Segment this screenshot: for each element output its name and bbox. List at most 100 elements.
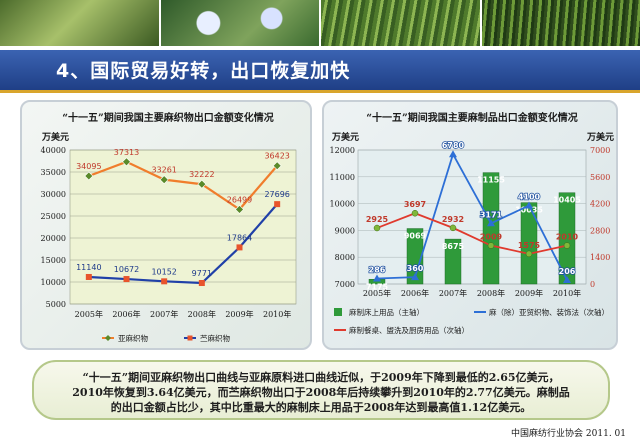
data-label: 3171 [480, 210, 503, 219]
bar [482, 172, 500, 285]
series-marker [161, 278, 168, 285]
series-line-0 [88, 160, 278, 211]
y-tick-label: 8000 [335, 253, 355, 262]
series-marker [411, 273, 419, 281]
hemp-field-photo [481, 0, 640, 46]
data-label: 34095 [76, 162, 101, 171]
y2-axis-unit: 万美元 [586, 131, 614, 143]
series-marker [487, 219, 495, 227]
x-tick-label: 2008年 [477, 288, 505, 298]
series-marker [373, 224, 381, 232]
series-marker [123, 276, 130, 283]
bar-label: 10405 [553, 196, 581, 205]
series-marker [197, 179, 207, 189]
data-label: 10152 [151, 267, 176, 276]
data-label: 27696 [264, 190, 289, 199]
series-marker [487, 242, 495, 249]
y-tick-label: 35000 [41, 168, 66, 177]
flax-field-photo [321, 0, 482, 46]
legend-label: 麻制床上用品（主轴） [349, 307, 424, 317]
summary-note: “十一五”期间亚麻织物出口曲线与亚麻原料进口曲线近似，于2009年下降到最低的2… [32, 360, 610, 420]
series-line-1 [376, 151, 568, 281]
y-tick-label: 7000 [335, 280, 355, 289]
data-label: 17864 [227, 233, 252, 242]
x-tick-label: 2006年 [112, 309, 140, 319]
slide-title: 4、国际贸易好转，出口恢复加快 [56, 60, 351, 82]
plot-area [69, 149, 297, 305]
y2-tick-label: 5600 [590, 173, 610, 182]
x-tick-label: 2005年 [75, 309, 103, 319]
title-accent-line [0, 90, 640, 93]
y-tick-label: 40000 [41, 146, 66, 155]
y-tick-label: 30000 [41, 190, 66, 199]
data-label: 10672 [114, 265, 139, 274]
data-label: 33261 [151, 166, 176, 175]
series-marker [525, 201, 533, 209]
plot-area [357, 149, 587, 285]
data-label: 2009 [480, 233, 503, 242]
y-tick-label: 10000 [41, 278, 66, 287]
x-tick-label: 2007年 [150, 309, 178, 319]
series-marker [411, 209, 419, 217]
data-label: 11140 [76, 263, 101, 272]
x-tick-label: 2010年 [553, 288, 581, 298]
bar [558, 192, 576, 285]
y2-tick-label: 7000 [590, 146, 610, 155]
legend-swatch [334, 308, 342, 316]
y2-tick-label: 4200 [590, 200, 610, 209]
series-marker [84, 171, 94, 181]
y-tick-label: 25000 [41, 212, 66, 221]
series-marker [122, 157, 131, 167]
data-label: 32222 [189, 170, 214, 179]
y-tick-label: 12000 [330, 146, 355, 155]
series-marker [449, 150, 457, 158]
x-tick-label: 2009年 [225, 309, 253, 319]
y2-tick-label: 1400 [590, 253, 610, 262]
x-tick-label: 2010年 [263, 309, 291, 319]
series-marker [563, 242, 571, 249]
legend-label: 麻（除）亚贸织物、装饰法（次轴） [489, 307, 609, 317]
flax-leaf-photo [0, 0, 161, 46]
y-tick-label: 15000 [41, 256, 66, 265]
y-axis-unit: 万美元 [331, 131, 359, 143]
data-label: 1575 [518, 241, 541, 250]
legend-marker [105, 335, 111, 341]
series-marker [525, 250, 533, 258]
bar-label: 8675 [442, 242, 465, 251]
legend-marker [187, 335, 193, 341]
data-label: 2925 [366, 215, 389, 224]
data-label: 26499 [227, 195, 252, 204]
summary-line-2: 2010年恢复到3.64亿美元，而苎麻织物出口于2008年后持续攀升到2010年… [72, 386, 570, 399]
data-label: 2932 [442, 215, 464, 224]
x-tick-label: 2006年 [401, 288, 429, 298]
series-marker [236, 244, 243, 251]
x-tick-label: 2008年 [188, 309, 216, 319]
data-label: 206 [559, 267, 576, 276]
legend-label: 亚麻织物 [118, 333, 148, 343]
bar [406, 228, 424, 285]
y-tick-label: 9000 [335, 226, 355, 235]
bar-label: 9069 [404, 232, 427, 241]
summary-line-3: 的出口金额占比少，其中比重最大的麻制床上用品于2008年达到最高值1.12亿美元… [110, 401, 532, 414]
data-label: 6780 [442, 141, 465, 150]
series-marker [563, 276, 571, 284]
bar-label: 10035 [515, 206, 543, 215]
series-marker [272, 161, 282, 171]
bar [444, 238, 462, 285]
x-tick-label: 2009年 [515, 288, 543, 298]
series-marker [198, 280, 205, 287]
series-marker [449, 224, 457, 232]
data-label: 3697 [404, 200, 426, 209]
chart-title: “十一五”期间我国主要麻制品出口金额变化情况 [366, 111, 578, 124]
y-tick-label: 11000 [330, 173, 355, 182]
data-label: 9771 [192, 269, 212, 278]
data-label: 36423 [264, 152, 289, 161]
y-axis-unit: 万美元 [41, 131, 69, 143]
data-label: 286 [369, 266, 386, 275]
fabric-export-chart-panel: “十一五”期间我国主要麻织物出口金额变化情况 万美元 5000 10000 15000 2… [20, 100, 312, 350]
x-tick-label: 2007年 [439, 288, 467, 298]
product-export-chart-panel: “十一五”期间我国主要麻制品出口金额变化情况 万美元 万美元 7000 8000 9000… [322, 100, 618, 350]
series-marker [159, 175, 169, 185]
